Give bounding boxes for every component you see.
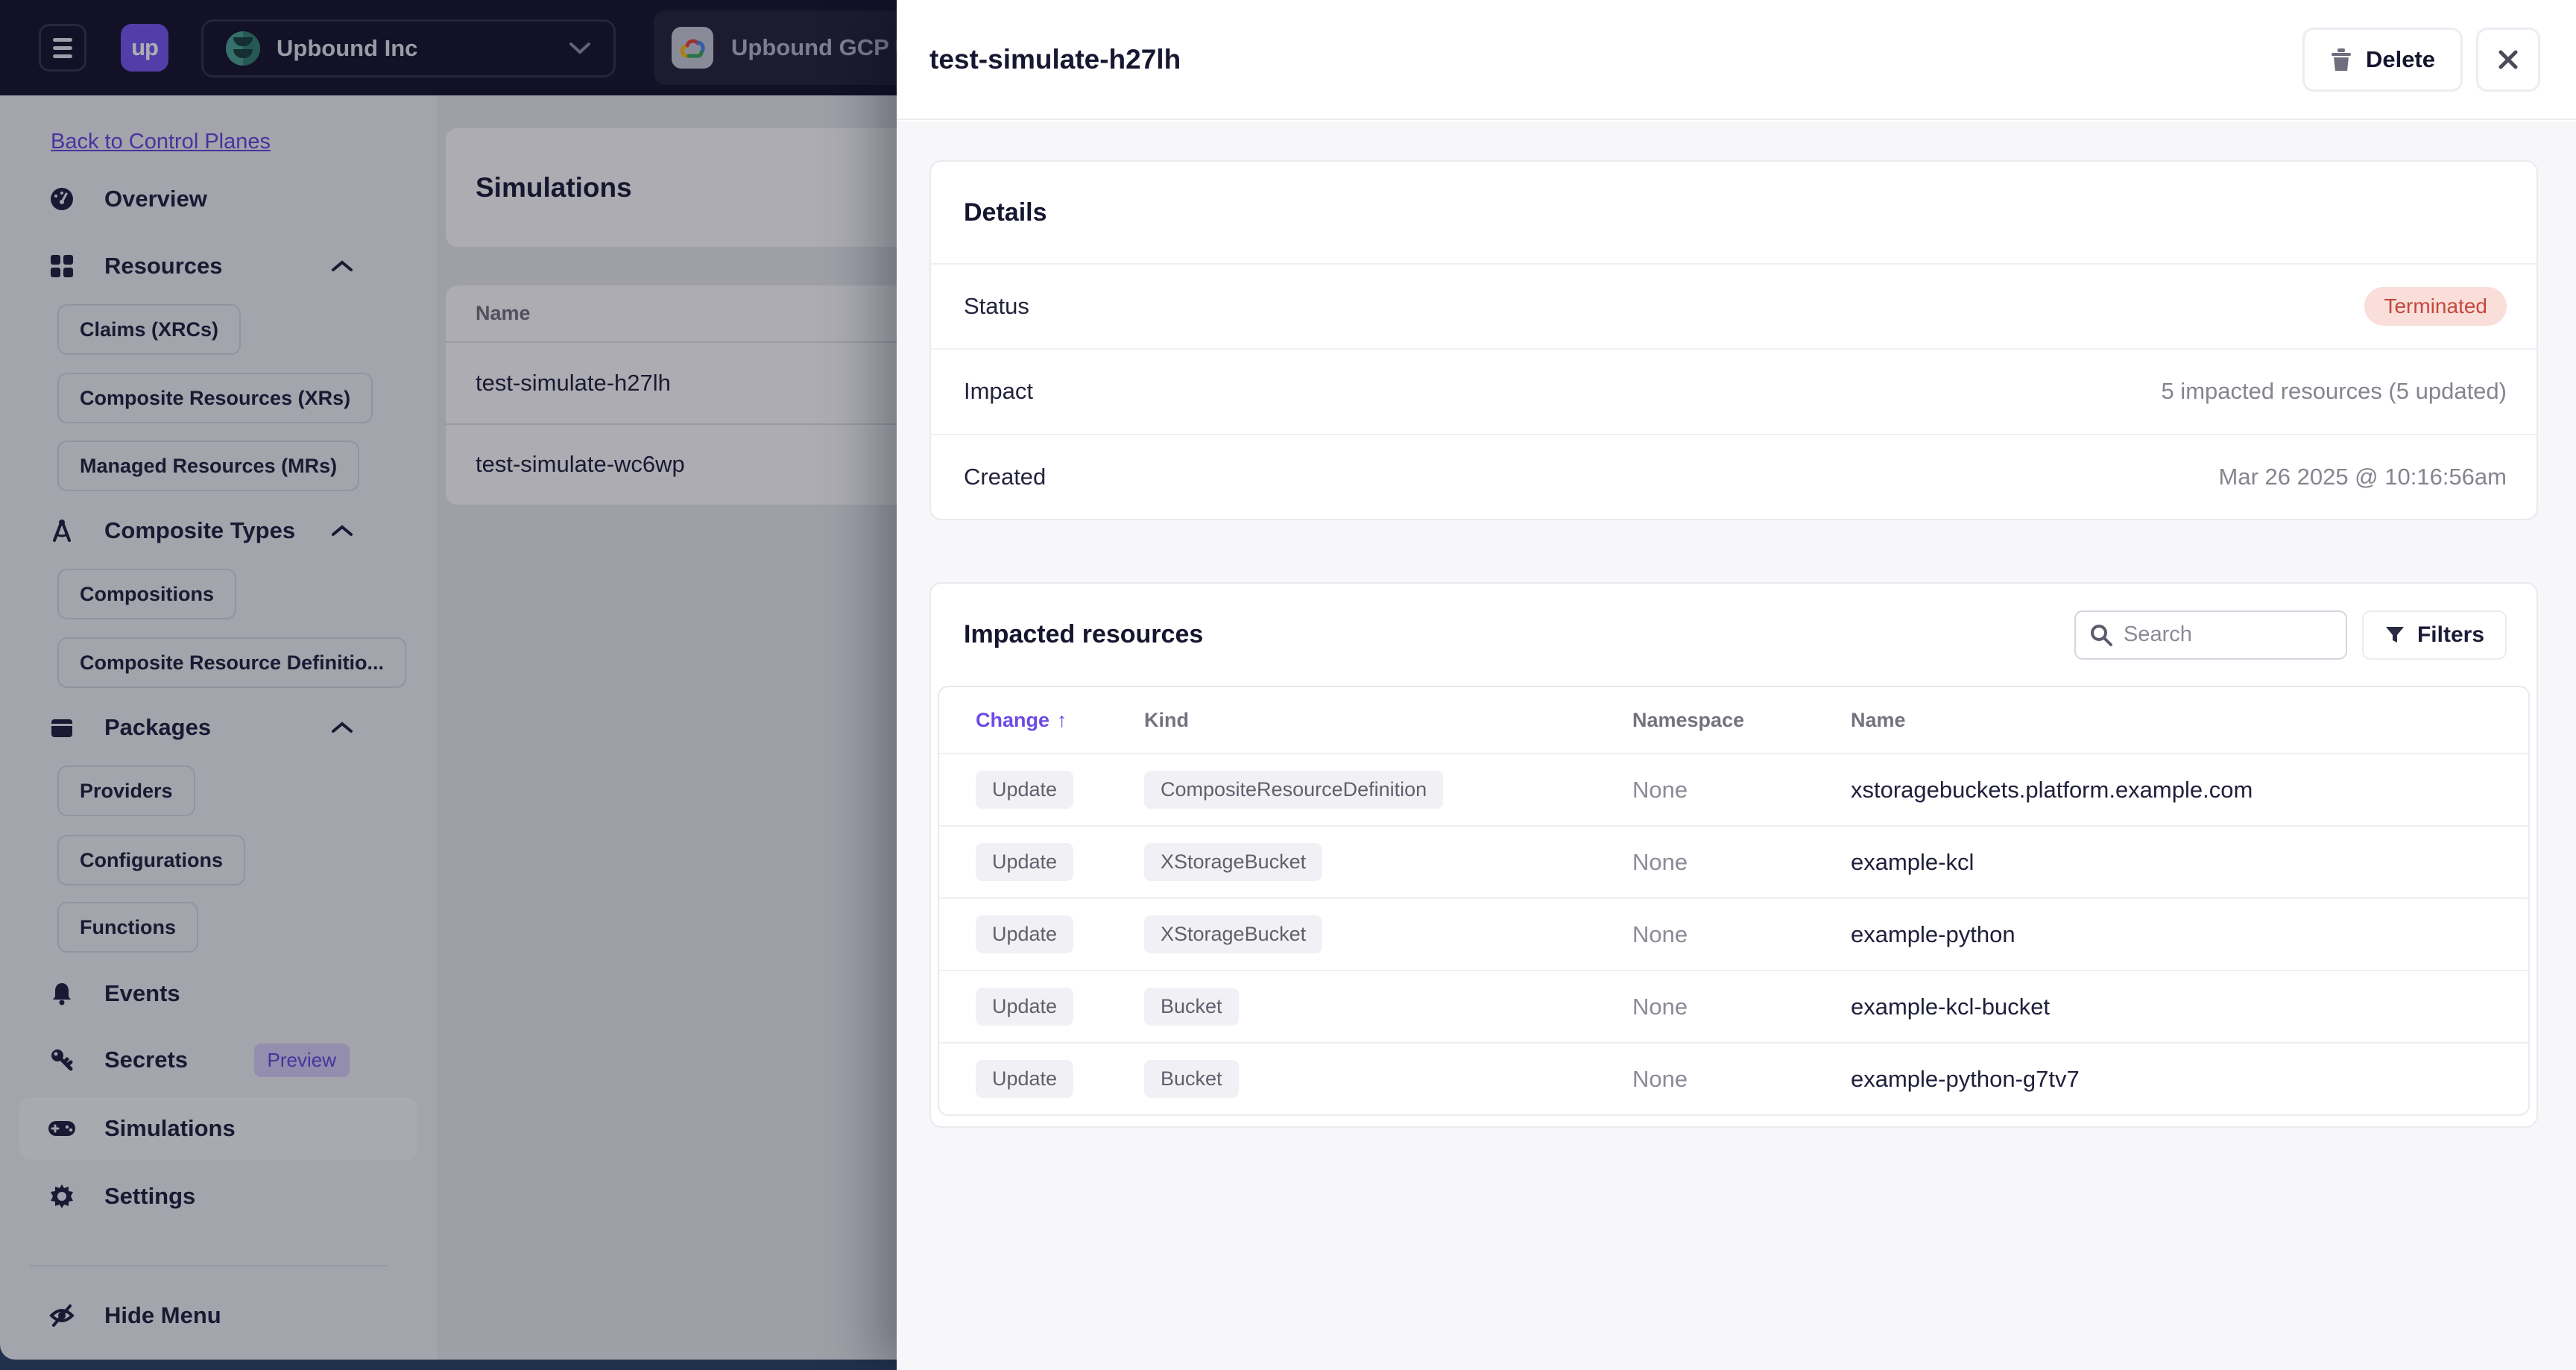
column-kind[interactable]: Kind: [1144, 708, 1189, 731]
kind-chip: Bucket: [1144, 1060, 1239, 1098]
upbound-logo[interactable]: up: [121, 24, 168, 72]
change-chip: Update: [976, 988, 1074, 1026]
hide-menu-button[interactable]: Hide Menu: [48, 1290, 422, 1341]
change-chip: Update: [976, 915, 1074, 953]
delete-button[interactable]: Delete: [2302, 27, 2463, 92]
filter-icon: [2385, 626, 2404, 643]
preview-badge: Preview: [253, 1043, 350, 1077]
chevron-up-icon: [330, 524, 354, 537]
drawer-header: test-simulate-h27lh Delete: [897, 0, 2576, 120]
grid-icon: [48, 252, 76, 280]
sidebar-item-configurations[interactable]: Configurations: [57, 835, 245, 886]
table-header-row: Change ↑ Kind Namespace Name: [939, 687, 2528, 753]
drawer-title: test-simulate-h27lh: [929, 43, 1181, 75]
page-title: Simulations: [476, 171, 632, 203]
control-plane-tab-label: Upbound GCP U: [731, 34, 912, 60]
gauge-icon: [48, 185, 76, 213]
chevron-up-icon: [330, 721, 354, 734]
details-card: Details Status Terminated Impact 5 impac…: [929, 160, 2538, 520]
details-heading: Details: [964, 198, 1047, 227]
sidebar-item-settings[interactable]: Settings: [48, 1171, 422, 1222]
sidebar: Back to Control Planes Overview Resource…: [0, 95, 437, 1360]
kind-chip: Bucket: [1144, 988, 1239, 1026]
kind-chip: XStorageBucket: [1144, 843, 1323, 881]
menu-hamburger-button[interactable]: [39, 24, 86, 72]
change-chip: Update: [976, 1060, 1074, 1098]
compass-icon: [48, 517, 76, 545]
sidebar-section-resources[interactable]: Resources: [48, 241, 422, 291]
sidebar-section-packages[interactable]: Packages: [48, 702, 422, 753]
kind-chip: XStorageBucket: [1144, 915, 1323, 953]
column-name[interactable]: Name: [1851, 708, 1906, 731]
table-row[interactable]: Update Bucket None example-kcl-bucket: [939, 970, 2528, 1042]
chevron-up-icon: [330, 259, 354, 273]
change-chip: Update: [976, 771, 1074, 809]
search-box: [2074, 610, 2347, 660]
sidebar-divider: [30, 1265, 388, 1266]
status-badge: Terminated: [2364, 287, 2507, 326]
column-namespace[interactable]: Namespace: [1632, 708, 1745, 731]
organization-select[interactable]: Upbound Inc: [201, 19, 616, 78]
sidebar-item-providers[interactable]: Providers: [57, 766, 195, 816]
table-row[interactable]: Update Bucket None example-python-g7tv7: [939, 1042, 2528, 1114]
sidebar-item-compositions[interactable]: Compositions: [57, 569, 236, 619]
change-chip: Update: [976, 843, 1074, 881]
table-row[interactable]: Update XStorageBucket None example-kcl: [939, 825, 2528, 897]
eye-off-icon: [48, 1301, 76, 1330]
close-button[interactable]: [2476, 27, 2540, 92]
simulations-name-header: Name: [476, 302, 531, 324]
gear-icon: [48, 1182, 76, 1210]
simulation-detail-drawer: test-simulate-h27lh Delete Details Statu…: [897, 0, 2576, 1370]
column-change[interactable]: Change ↑: [976, 708, 1067, 731]
impacted-resources-header: Impacted resources Filters: [931, 584, 2536, 686]
search-input[interactable]: [2074, 610, 2347, 660]
filters-button[interactable]: Filters: [2361, 610, 2507, 660]
kind-chip: CompositeResourceDefinition: [1144, 771, 1444, 809]
sidebar-item-functions[interactable]: Functions: [57, 902, 198, 953]
trash-icon: [2331, 48, 2351, 71]
gamepad-icon: [48, 1114, 76, 1143]
organization-name: Upbound Inc: [277, 35, 418, 61]
impacted-resources-table: Change ↑ Kind Namespace Name Update Compo…: [938, 686, 2530, 1116]
sidebar-item-xrds[interactable]: Composite Resource Definitio...: [57, 637, 407, 688]
sidebar-item-simulations[interactable]: Simulations: [48, 1103, 422, 1154]
package-icon: [48, 713, 76, 742]
table-row[interactable]: Update XStorageBucket None example-pytho…: [939, 897, 2528, 970]
impacted-resources-card: Impacted resources Filters Change↑ Kind: [929, 582, 2538, 1128]
gcp-cloud-icon: [672, 27, 713, 69]
sidebar-item-secrets[interactable]: Secrets Preview: [48, 1035, 422, 1085]
drawer-body: Details Status Terminated Impact 5 impac…: [897, 121, 2576, 1370]
status-row: Status Terminated: [931, 263, 2536, 348]
close-icon: [2498, 50, 2518, 69]
sidebar-item-overview[interactable]: Overview: [48, 174, 422, 224]
search-icon: [2090, 624, 2112, 646]
sidebar-item-managed-resources[interactable]: Managed Resources (MRs): [57, 441, 360, 491]
sidebar-selected-highlight: [19, 1097, 417, 1160]
table-row[interactable]: Update CompositeResourceDefinition None …: [939, 753, 2528, 825]
bell-icon: [48, 979, 76, 1008]
sort-asc-icon: ↑: [1057, 708, 1067, 731]
created-row: Created Mar 26 2025 @ 10:16:56am: [931, 433, 2536, 519]
sidebar-item-composite-resources[interactable]: Composite Resources (XRs): [57, 373, 373, 423]
key-icon: [48, 1046, 76, 1074]
back-to-control-planes-link[interactable]: Back to Control Planes: [51, 130, 271, 154]
sidebar-section-composite-types[interactable]: Composite Types: [48, 505, 422, 556]
chevron-down-icon: [569, 42, 590, 54]
sidebar-item-claims[interactable]: Claims (XRCs): [57, 304, 242, 355]
sidebar-item-events[interactable]: Events: [48, 968, 422, 1019]
impact-row: Impact 5 impacted resources (5 updated): [931, 348, 2536, 433]
organization-avatar: [226, 31, 260, 66]
